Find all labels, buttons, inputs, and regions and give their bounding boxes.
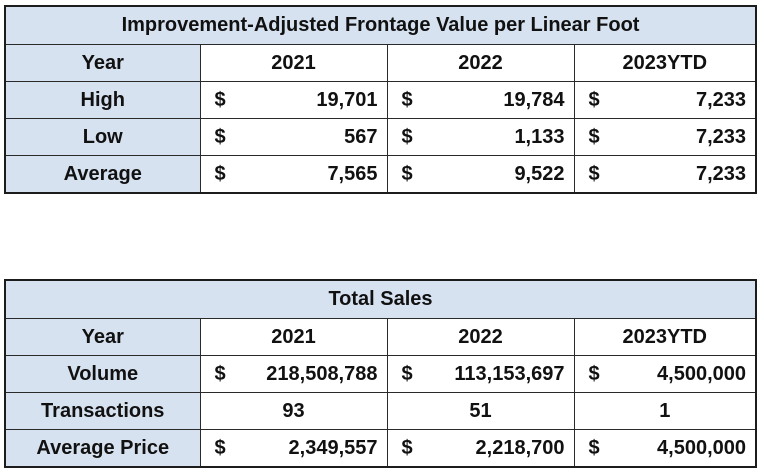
value-cell: $567	[199, 118, 388, 156]
year-2021-header: 2021	[199, 318, 388, 356]
currency-symbol: $	[588, 163, 600, 185]
value-number: 19,784	[503, 89, 565, 111]
value-cell: 1	[573, 392, 757, 430]
value-number: 9,522	[514, 163, 565, 185]
value-cell: $9,522	[386, 155, 575, 194]
row-label-average: Average	[4, 155, 201, 194]
value-cell: $2,218,700	[386, 429, 575, 468]
value-number: 4,500,000	[657, 437, 746, 459]
year-2023ytd-header: 2023YTD	[573, 318, 757, 356]
value-cell: $113,153,697	[386, 355, 575, 393]
currency-symbol: $	[401, 163, 413, 185]
currency-symbol: $	[588, 126, 600, 148]
value-cell: $7,565	[199, 155, 388, 194]
value-number: 7,233	[695, 163, 747, 185]
table-title: Improvement-Adjusted Frontage Value per …	[4, 5, 757, 45]
value-cell: $4,500,000	[573, 429, 757, 468]
table-row: Volume $218,508,788 $113,153,697 $4,500,…	[4, 355, 757, 393]
table-header-row: Year 2021 2022 2023YTD	[4, 44, 757, 82]
value-number: 7,565	[327, 163, 378, 185]
value-cell: $7,233	[573, 118, 757, 156]
table-title: Total Sales	[4, 279, 757, 319]
value-cell: $218,508,788	[199, 355, 388, 393]
value-number: 2,218,700	[475, 437, 565, 459]
frontage-value-table: Improvement-Adjusted Frontage Value per …	[4, 5, 758, 194]
currency-symbol: $	[214, 89, 226, 111]
table-row: Average Price $2,349,557 $2,218,700 $4,5…	[4, 429, 757, 468]
row-label-high: High	[4, 81, 201, 119]
value-cell: 93	[199, 392, 388, 430]
table-header-row: Year 2021 2022 2023YTD	[4, 318, 757, 356]
value-number: 4,500,000	[657, 363, 746, 385]
value-cell: $4,500,000	[573, 355, 757, 393]
table-title-row: Total Sales	[4, 279, 757, 319]
year-2022-header: 2022	[386, 318, 575, 356]
currency-symbol: $	[214, 163, 226, 185]
value-number: 19,701	[316, 89, 378, 111]
value-cell: $2,349,557	[199, 429, 388, 468]
table-row: Low $567 $1,133 $7,233	[4, 118, 757, 156]
value-cell: $19,784	[386, 81, 575, 119]
currency-symbol: $	[401, 363, 413, 385]
year-2023ytd-header: 2023YTD	[573, 44, 757, 82]
currency-symbol: $	[588, 363, 600, 385]
currency-symbol: $	[214, 363, 226, 385]
table-row: High $19,701 $19,784 $7,233	[4, 81, 757, 119]
value-cell: $19,701	[199, 81, 388, 119]
table-title-row: Improvement-Adjusted Frontage Value per …	[4, 5, 757, 45]
row-label-transactions: Transactions	[4, 392, 201, 430]
row-label-volume: Volume	[4, 355, 201, 393]
value-number: 7,233	[695, 89, 747, 111]
value-cell: $1,133	[386, 118, 575, 156]
currency-symbol: $	[588, 89, 600, 111]
year-2021-header: 2021	[199, 44, 388, 82]
year-header: Year	[4, 44, 201, 82]
value-number: 7,233	[695, 126, 747, 148]
value-number: 2,349,557	[288, 437, 378, 459]
year-header: Year	[4, 318, 201, 356]
value-number: 1,133	[514, 126, 565, 148]
value-cell: 51	[386, 392, 575, 430]
currency-symbol: $	[214, 126, 226, 148]
currency-symbol: $	[214, 437, 226, 459]
year-2022-header: 2022	[386, 44, 575, 82]
currency-symbol: $	[401, 437, 413, 459]
value-number: 218,508,788	[266, 363, 378, 385]
currency-symbol: $	[588, 437, 600, 459]
value-cell: $7,233	[573, 155, 757, 194]
value-number: 113,153,697	[454, 363, 565, 385]
total-sales-table: Total Sales Year 2021 2022 2023YTD Volum…	[4, 279, 757, 468]
currency-symbol: $	[401, 126, 413, 148]
table-row: Average $7,565 $9,522 $7,233	[4, 155, 757, 194]
currency-symbol: $	[401, 89, 413, 111]
table-row: Transactions 93 51 1	[4, 392, 757, 430]
value-cell: $7,233	[573, 81, 757, 119]
row-label-low: Low	[4, 118, 201, 156]
value-number: 567	[344, 126, 378, 148]
row-label-average-price: Average Price	[4, 429, 201, 468]
